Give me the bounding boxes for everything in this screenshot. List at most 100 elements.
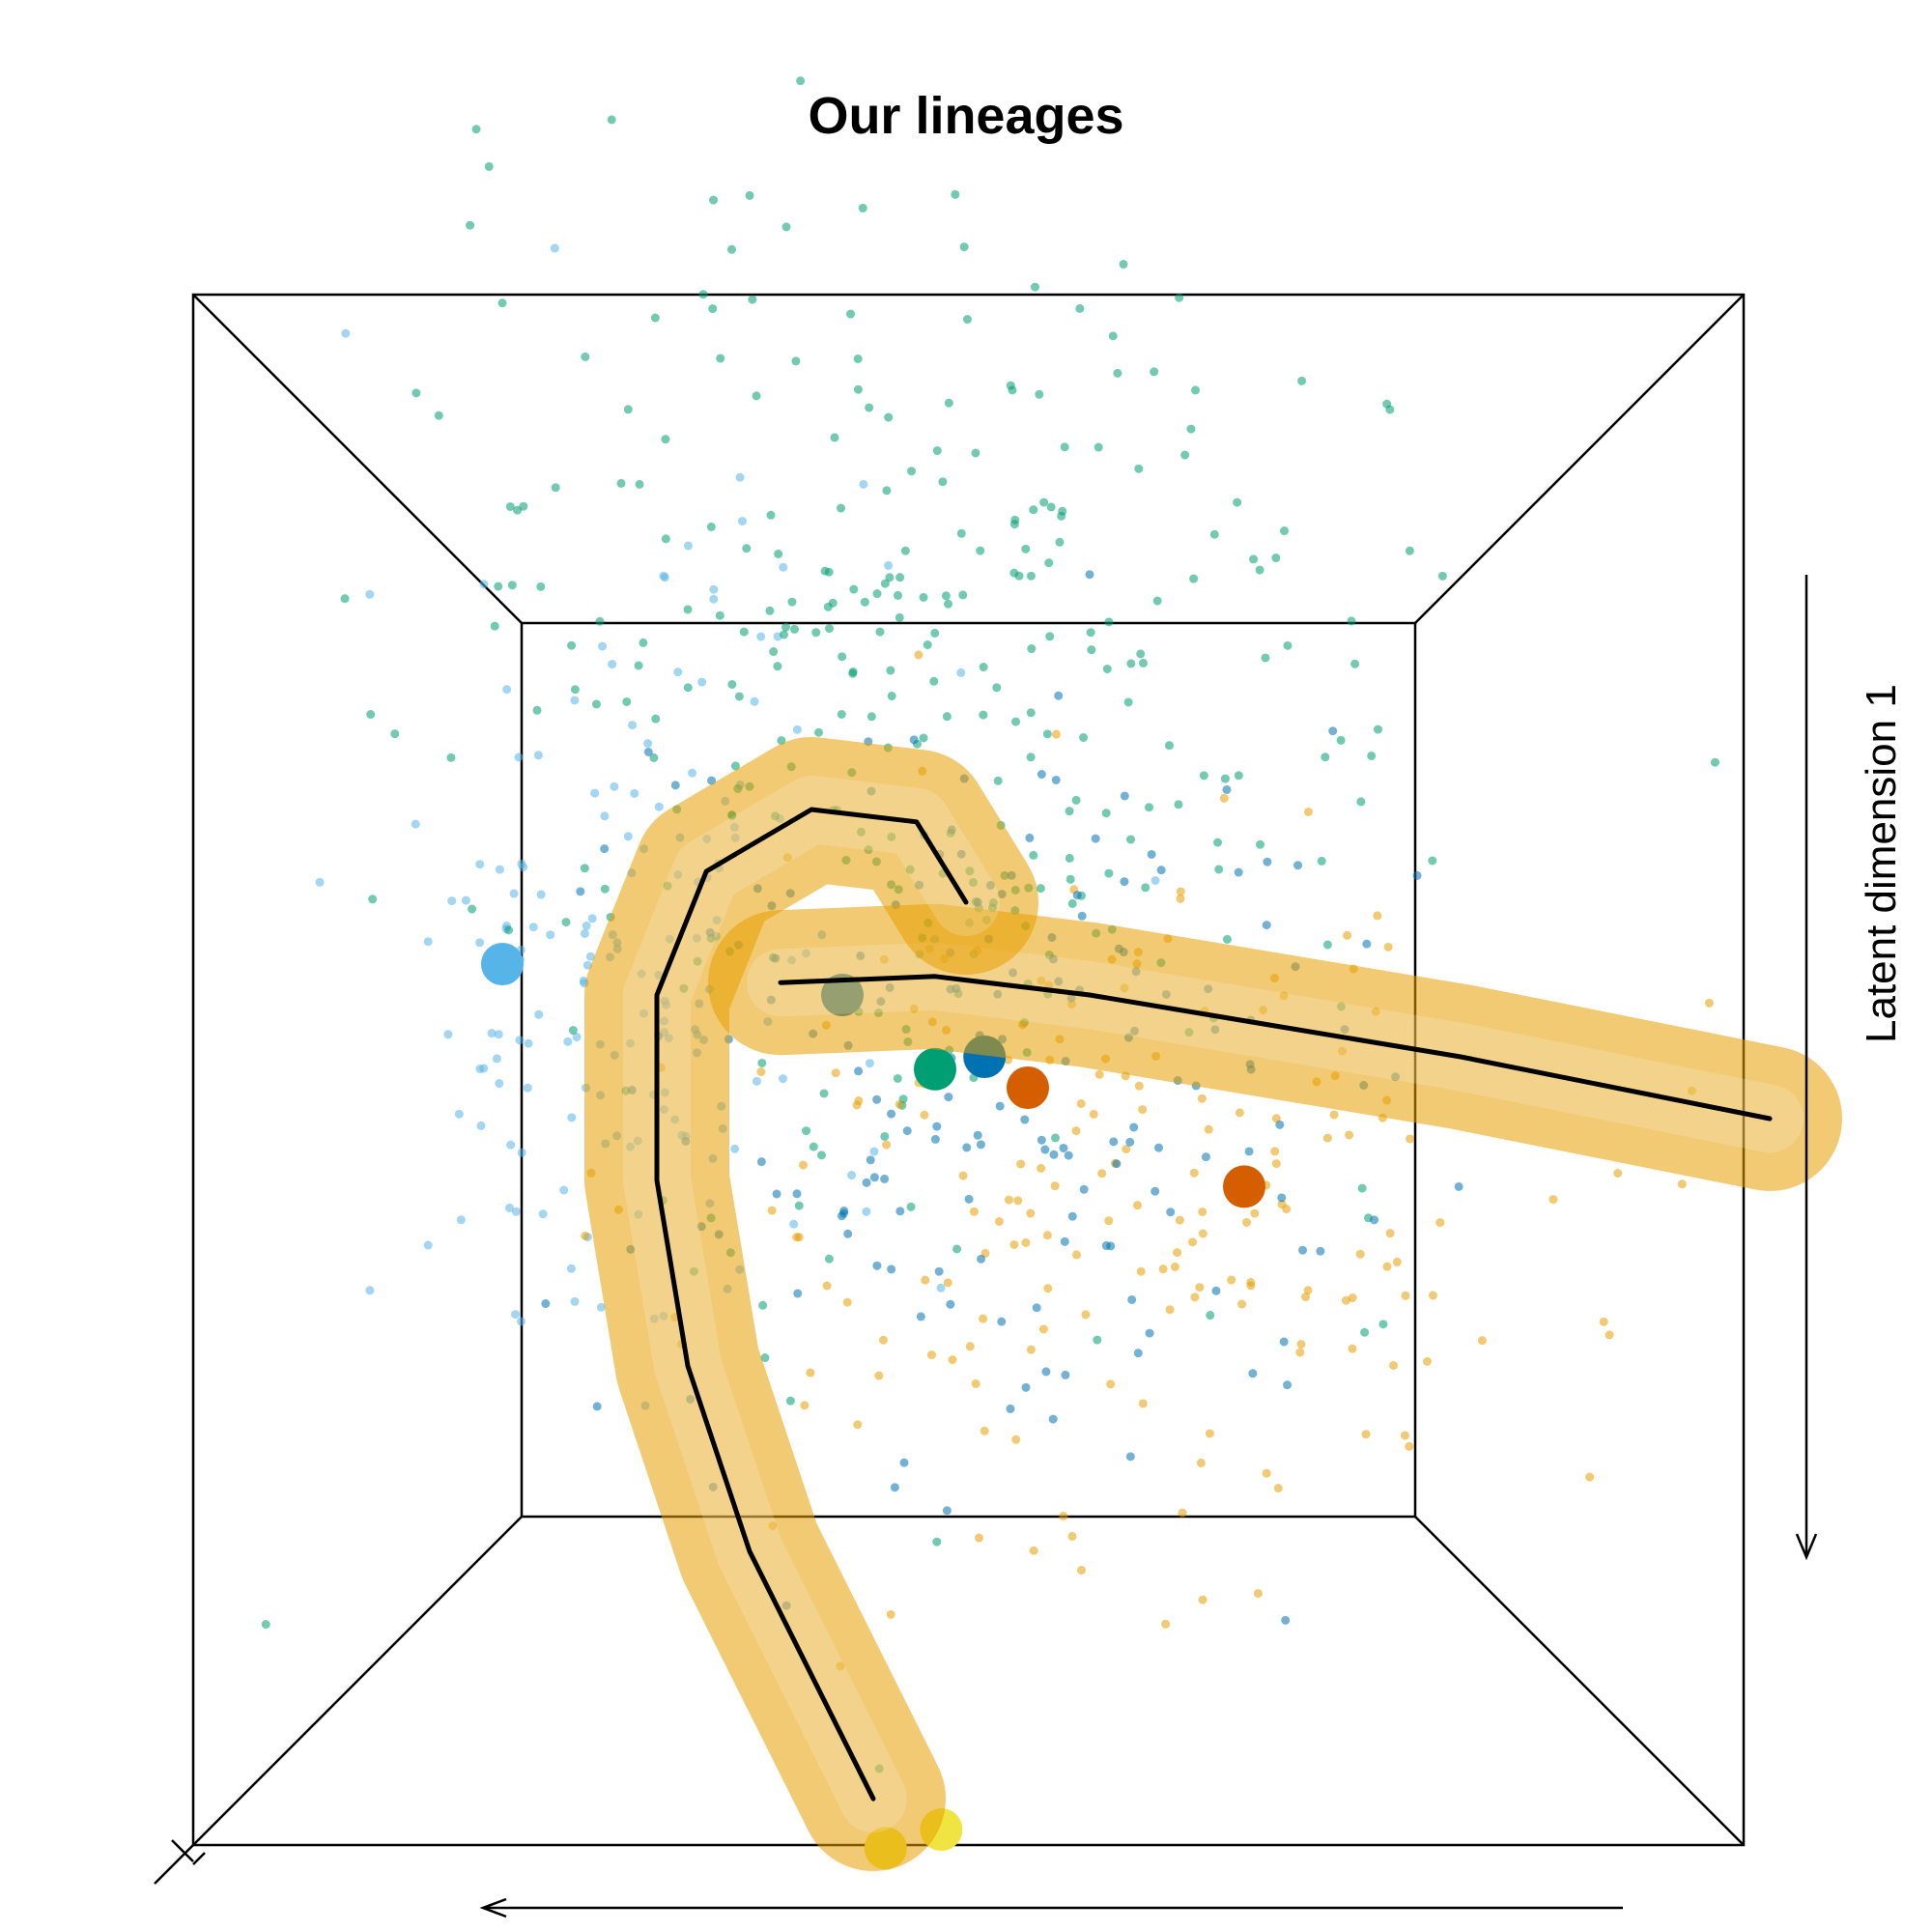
cell-point	[1322, 1133, 1332, 1143]
cell-point	[772, 1189, 781, 1199]
cell-point	[511, 1310, 521, 1320]
cell-point	[649, 753, 659, 762]
cell-point	[848, 667, 858, 676]
cell-point	[1025, 833, 1035, 842]
cell-point	[622, 696, 632, 706]
cell-point	[1383, 942, 1393, 952]
cell-point	[494, 582, 503, 591]
lineage-tubes	[584, 737, 1842, 1871]
cell-point	[340, 594, 350, 604]
cell-point	[536, 582, 546, 591]
cell-point	[563, 1037, 573, 1046]
cell-point	[1244, 1147, 1254, 1156]
cell-point	[979, 663, 988, 672]
cell-point	[956, 668, 966, 677]
cell-point	[739, 627, 749, 637]
cell-point	[505, 501, 515, 511]
cell-point	[872, 1261, 882, 1270]
cell-point	[847, 1171, 857, 1180]
cell-point	[659, 571, 668, 581]
cell-point	[886, 666, 895, 675]
cell-point	[368, 895, 378, 904]
cell-point	[942, 1506, 952, 1516]
cell-point	[767, 1206, 777, 1215]
cell-point	[595, 616, 605, 626]
cell-point	[570, 696, 580, 705]
box-edge-bottom-left	[192, 1516, 523, 1846]
cell-point	[1279, 1337, 1289, 1347]
cell-point	[890, 1483, 899, 1492]
cell-point	[899, 1458, 909, 1467]
cell-point	[756, 1067, 766, 1077]
cell-point	[1011, 717, 1021, 726]
cell-point	[887, 692, 896, 701]
cell-point	[661, 435, 670, 444]
cell-point	[683, 683, 693, 693]
cell-point	[1435, 1218, 1445, 1228]
cell-point	[882, 486, 892, 496]
cell-point	[1059, 1511, 1068, 1520]
cell-point	[811, 628, 821, 638]
cell-point	[1271, 1159, 1281, 1169]
cell-point	[1011, 1435, 1021, 1444]
cell-point	[502, 685, 512, 695]
cell-point	[1094, 1069, 1104, 1079]
cell-point	[1008, 385, 1017, 395]
cell-point	[895, 1099, 904, 1109]
cell-point	[1336, 735, 1346, 745]
lineage-curves	[654, 807, 1773, 1802]
cell-point	[930, 1134, 940, 1144]
cell-point	[538, 1209, 548, 1219]
cell-point	[598, 641, 608, 651]
cell-point	[1186, 424, 1196, 434]
cell-point	[730, 1144, 740, 1153]
cell-point	[643, 739, 653, 749]
cell-point	[852, 1100, 862, 1110]
cell-point	[592, 1402, 602, 1411]
cell-point	[1406, 1134, 1415, 1144]
cell-point	[494, 1030, 503, 1039]
cell-point	[806, 1368, 815, 1378]
cell-point	[423, 937, 433, 947]
cell-point	[1048, 1414, 1058, 1424]
cell-point	[456, 1215, 466, 1225]
box-edge-top-right	[1414, 294, 1745, 624]
cell-point	[895, 573, 905, 582]
cell-point	[992, 683, 1002, 693]
cell-point	[1158, 1264, 1168, 1274]
cell-point	[866, 1155, 875, 1165]
cell-point	[1010, 515, 1020, 525]
cell-point	[1041, 1367, 1051, 1377]
cell-point	[1079, 733, 1089, 743]
cell-point	[365, 1286, 375, 1295]
cell-point	[446, 753, 456, 762]
cell-point	[867, 712, 876, 722]
cell-point	[1030, 282, 1039, 292]
cell-point	[1101, 1241, 1111, 1251]
cell-point	[715, 611, 724, 620]
cell-point	[1209, 529, 1219, 539]
cell-point	[944, 398, 953, 408]
cell-point	[616, 478, 626, 488]
cell-point	[1283, 1380, 1293, 1390]
cell-point	[862, 1178, 871, 1187]
cell-point	[1255, 565, 1264, 575]
cell-point	[1072, 891, 1082, 900]
chart-title: Our lineages	[808, 87, 1123, 145]
cell-point	[944, 1093, 953, 1102]
cell-point	[519, 863, 528, 872]
cell-point	[977, 1254, 986, 1264]
cell-point	[862, 1207, 871, 1216]
cell-point	[958, 590, 968, 600]
cell-point	[1262, 921, 1271, 930]
cell-point	[634, 661, 643, 670]
cell-point	[561, 918, 571, 927]
cell-point	[1222, 784, 1232, 794]
cell-point	[706, 522, 716, 531]
cell-point	[1548, 1195, 1558, 1205]
cell-point	[628, 721, 638, 730]
cell-point	[1263, 857, 1272, 867]
cell-point	[976, 1140, 985, 1150]
cell-point	[1076, 1098, 1086, 1108]
cell-point	[942, 712, 952, 722]
